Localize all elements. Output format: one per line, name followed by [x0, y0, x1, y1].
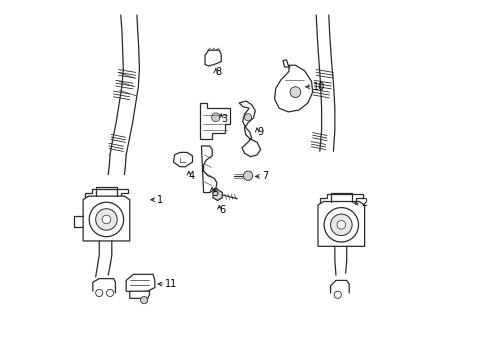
Circle shape — [140, 297, 147, 304]
Polygon shape — [126, 274, 155, 292]
Polygon shape — [201, 146, 217, 193]
Circle shape — [336, 221, 345, 229]
Circle shape — [244, 114, 251, 121]
Polygon shape — [274, 65, 312, 112]
Polygon shape — [129, 291, 149, 298]
Text: 6: 6 — [219, 206, 225, 216]
Polygon shape — [282, 60, 289, 67]
Circle shape — [243, 171, 252, 180]
Text: 4: 4 — [188, 171, 195, 181]
Circle shape — [289, 87, 300, 98]
Text: 8: 8 — [215, 67, 222, 77]
Polygon shape — [204, 50, 221, 66]
Text: 11: 11 — [164, 279, 177, 289]
Polygon shape — [239, 101, 260, 157]
Polygon shape — [319, 194, 362, 205]
Text: 5: 5 — [212, 188, 218, 198]
Polygon shape — [85, 189, 128, 200]
Polygon shape — [173, 152, 192, 167]
Text: 2: 2 — [360, 198, 366, 208]
Polygon shape — [83, 196, 129, 241]
Text: 1: 1 — [156, 195, 163, 205]
Circle shape — [330, 214, 351, 235]
Circle shape — [102, 215, 110, 224]
Text: 9: 9 — [257, 127, 263, 136]
Polygon shape — [199, 103, 230, 139]
Text: 10: 10 — [312, 82, 324, 92]
Text: 7: 7 — [261, 171, 267, 181]
Polygon shape — [317, 202, 364, 246]
Polygon shape — [212, 190, 222, 201]
Circle shape — [96, 209, 117, 230]
Text: 3: 3 — [221, 114, 227, 124]
Circle shape — [211, 113, 220, 122]
